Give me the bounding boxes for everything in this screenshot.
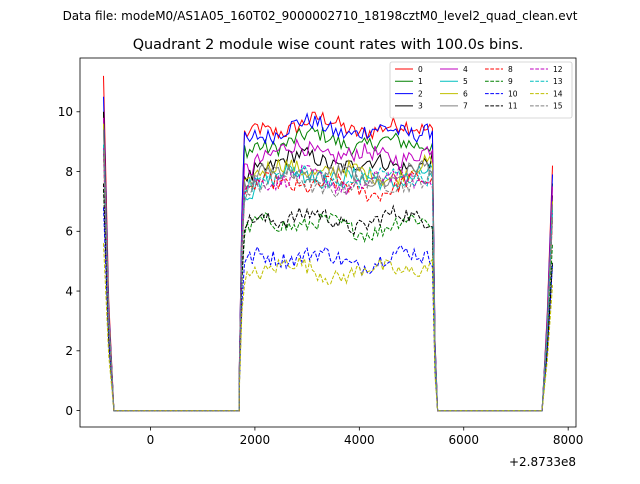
legend-label: 12 (553, 65, 563, 74)
legend-label: 4 (463, 65, 468, 74)
plot-background (80, 58, 576, 427)
series-line-10 (103, 207, 553, 412)
y-tick-label: 2 (65, 344, 73, 358)
series-layer (103, 75, 553, 412)
legend-label: 2 (418, 89, 423, 98)
series-line-13 (103, 144, 553, 412)
legend-label: 7 (463, 102, 468, 111)
y-tick-label: 0 (65, 404, 73, 418)
x-tick-label: 2000 (240, 433, 271, 447)
axes-frame (79, 57, 577, 428)
legend-label: 15 (553, 102, 563, 111)
series-line-14 (103, 243, 553, 412)
legend-label: 1 (418, 77, 423, 86)
x-tick-label: 8000 (553, 433, 584, 447)
y-tick-label: 8 (65, 165, 73, 179)
y-tick-label: 6 (65, 225, 73, 239)
legend-label: 0 (418, 65, 423, 74)
series-line-9 (103, 189, 553, 412)
series-line-2 (103, 96, 553, 412)
legend-label: 8 (508, 65, 513, 74)
x-offset-label: +2.8733e8 (509, 455, 576, 469)
plot-area (80, 58, 576, 427)
x-tick-label: 0 (147, 433, 155, 447)
legend-label: 11 (508, 102, 518, 111)
legend-label: 10 (508, 89, 518, 98)
x-tick-label: 6000 (448, 433, 479, 447)
legend-label: 14 (553, 89, 563, 98)
legend-label: 5 (463, 77, 468, 86)
legend-label: 13 (553, 77, 563, 86)
legend-box (389, 61, 573, 119)
legend-label: 3 (418, 102, 423, 111)
figure-suptitle: Data file: modeM0/AS1A05_160T02_90000027… (63, 9, 578, 23)
series-line-15 (103, 150, 553, 412)
series-line-7 (103, 129, 553, 412)
series-line-4 (103, 117, 553, 412)
series-line-11 (103, 183, 553, 412)
chart-title: Quadrant 2 module wise count rates with … (133, 37, 524, 53)
y-tick-label: 10 (58, 105, 73, 119)
x-tick-label: 4000 (344, 433, 375, 447)
legend-label: 6 (463, 89, 468, 98)
y-tick-label: 4 (65, 284, 73, 298)
series-line-8 (103, 153, 553, 412)
series-line-3 (103, 111, 553, 412)
legend-label: 9 (508, 77, 513, 86)
